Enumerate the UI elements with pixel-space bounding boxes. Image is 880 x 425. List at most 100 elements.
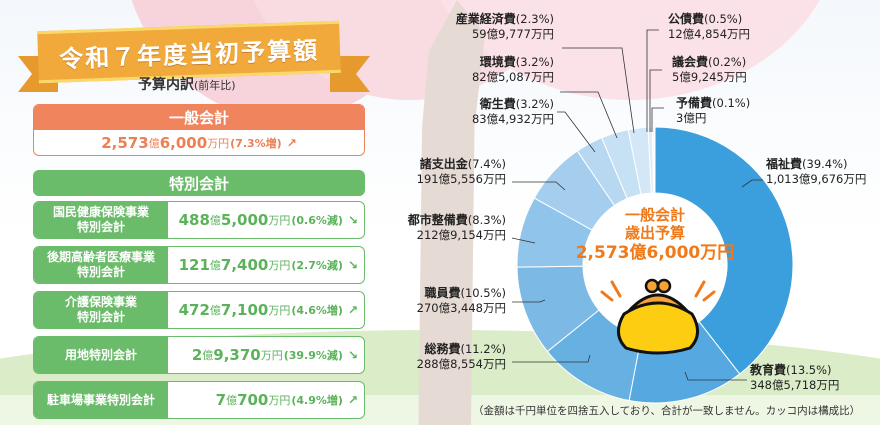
slice-amount: 83億4,932万円 (471, 112, 554, 126)
arrow-up-icon: ↗ (347, 393, 358, 407)
slice-name: 福祉費 (766, 157, 803, 171)
account-name: 国民健康保険事業 特別会計 (34, 202, 168, 238)
slice-pct: (7.4%) (467, 157, 506, 171)
account-name: 後期高齢者医療事業 特別会計 (34, 247, 168, 283)
slice-name: 公債費 (668, 12, 705, 26)
slice-label-welfare: 福祉費(39.4%) 1,013億9,676万円 (766, 157, 866, 187)
man-value: 7,100 (220, 301, 269, 319)
slice-amount: 212億9,154万円 (416, 228, 506, 242)
slice-label-general-affairs: 総務費(11.2%) 288億8,554万円 (417, 342, 506, 372)
slice-amount: 348億5,718万円 (750, 378, 840, 392)
slice-label-health: 衛生費(3.2%) 83億4,932万円 (472, 97, 554, 127)
donut-center-label: 一般会計 歳出予算 2,573億6,000万円 (560, 206, 750, 264)
slice-amount: 191億5,556万円 (416, 172, 506, 186)
change-rate: (39.9%減) (283, 349, 343, 362)
arrow-up-icon: ↗ (347, 303, 358, 317)
change-rate: (4.6%増) (291, 304, 343, 317)
slice-label-staff: 職員費(10.5%) 270億3,448万円 (417, 286, 506, 316)
special-account-row: 用地特別会計 2 億 9,370 万円 (39.9%減) ↘ (33, 336, 365, 374)
slice-name: 総務費 (424, 342, 461, 356)
slice-label-misc: 諸支出金(7.4%) 191億5,556万円 (417, 157, 506, 187)
man-unit: 万円 (260, 349, 283, 362)
account-name: 駐車場事業特別会計 (34, 382, 168, 418)
slice-name: 環境費 (479, 55, 516, 69)
man-unit: 万円 (268, 394, 291, 407)
man-value: 5,000 (220, 211, 269, 229)
slice-name: 衛生費 (479, 97, 516, 111)
footnote: （金額は千円単位を四捨五入しており、合計が一致しません。カッコ内は構成比） (473, 405, 861, 417)
man-unit: 万円 (268, 259, 291, 272)
slice-name: 教育費 (750, 363, 787, 377)
subtitle-sub: (前年比) (194, 79, 236, 92)
slice-pct: (13.5%) (786, 363, 832, 377)
center-line2: 歳出予算 (624, 224, 685, 242)
general-account-box: 一般会計 2,573 億 6,000 万円 (7.3%増) ↗ (33, 104, 365, 156)
oku-value: 7 (215, 391, 227, 409)
slice-name: 職員費 (424, 286, 461, 300)
slice-name: 産業経済費 (455, 12, 516, 26)
account-name: 介護保険事業 特別会計 (34, 292, 168, 328)
oku-value: 472 (178, 301, 210, 319)
slice-name: 諸支出金 (419, 157, 468, 171)
oku-unit: 億 (202, 349, 214, 362)
arrow-down-icon: ↘ (347, 213, 358, 227)
special-account-row: 後期高齢者医療事業 特別会計 121 億 7,400 万円 (2.7%減) ↘ (33, 246, 365, 284)
budget-breakdown-heading: 予算内訳(前年比) (138, 74, 236, 94)
slice-name: 都市整備費 (407, 213, 468, 227)
slice-amount: 3億円 (676, 111, 707, 125)
coin-purse-icon (600, 278, 716, 355)
slice-pct: (0.2%) (708, 55, 747, 69)
change-rate: (0.6%減) (291, 214, 343, 227)
special-account-row: 駐車場事業特別会計 7 億 700 万円 (4.9%増) ↗ (33, 381, 365, 419)
slice-label-reserve: 予備費(0.1%) 3億円 (676, 96, 750, 126)
slice-pct: (8.3%) (467, 213, 506, 227)
center-total: 2,573億6,000万円 (575, 243, 735, 263)
slice-pct: (2.3%) (515, 12, 554, 26)
change-rate: (2.7%減) (291, 259, 343, 272)
donut-hole (583, 193, 727, 337)
slice-amount: 5億9,245万円 (672, 70, 747, 84)
slice-pct: (3.2%) (515, 97, 554, 111)
special-account-row: 国民健康保険事業 特別会計 488 億 5,000 万円 (0.6%減) ↘ (33, 201, 365, 239)
special-account-heading: 特別会計 (33, 170, 365, 196)
account-value: 7 億 700 万円 (4.9%増) ↗ (168, 382, 364, 418)
change-rate: (4.9%増) (291, 394, 343, 407)
slice-pct: (39.4%) (802, 157, 848, 171)
change-rate: (7.3%増) (230, 136, 282, 150)
man-unit: 万円 (268, 214, 291, 227)
general-account-label: 一般会計 (34, 105, 364, 130)
slice-amount: 82億5,087万円 (471, 70, 554, 84)
slice-label-education: 教育費(13.5%) 348億5,718万円 (750, 363, 839, 393)
slice-amount: 288億8,554万円 (416, 357, 506, 371)
slice-amount: 270億3,448万円 (416, 301, 506, 315)
slice-name: 予備費 (676, 96, 713, 110)
slice-label-urban-development: 都市整備費(8.3%) 212億9,154万円 (408, 213, 506, 243)
slice-label-environment: 環境費(3.2%) 82億5,087万円 (472, 55, 554, 85)
slice-label-assembly: 議会費(0.2%) 5億9,245万円 (672, 55, 747, 85)
slice-amount: 59億9,777万円 (471, 27, 554, 41)
slice-name: 議会費 (672, 55, 709, 69)
oku-unit: 億 (209, 214, 221, 227)
oku-unit: 億 (226, 394, 238, 407)
slice-pct: (0.1%) (712, 96, 751, 110)
arrow-up-icon: ↗ (286, 135, 297, 150)
man-unit: 万円 (207, 136, 230, 150)
man-value: 6,000 (159, 133, 208, 152)
page-title: 令和７年度当初予算額 (58, 35, 320, 74)
slice-amount: 12億4,854万円 (668, 27, 751, 41)
account-value: 488 億 5,000 万円 (0.6%減) ↘ (168, 202, 364, 238)
oku-value: 488 (178, 211, 210, 229)
account-value: 2 億 9,370 万円 (39.9%減) ↘ (168, 337, 364, 373)
subtitle-main: 予算内訳 (138, 77, 194, 93)
slice-pct: (10.5%) (460, 286, 506, 300)
oku-unit: 億 (209, 304, 221, 317)
man-value: 7,400 (220, 256, 269, 274)
slice-pct: (11.2%) (460, 342, 506, 356)
arrow-down-icon: ↘ (347, 258, 358, 272)
account-value: 121 億 7,400 万円 (2.7%減) ↘ (168, 247, 364, 283)
slice-pct: (0.5%) (704, 12, 743, 26)
man-value: 700 (237, 391, 269, 409)
account-name: 用地特別会計 (34, 337, 168, 373)
oku-unit: 億 (148, 136, 160, 150)
slice-pct: (3.2%) (515, 55, 554, 69)
